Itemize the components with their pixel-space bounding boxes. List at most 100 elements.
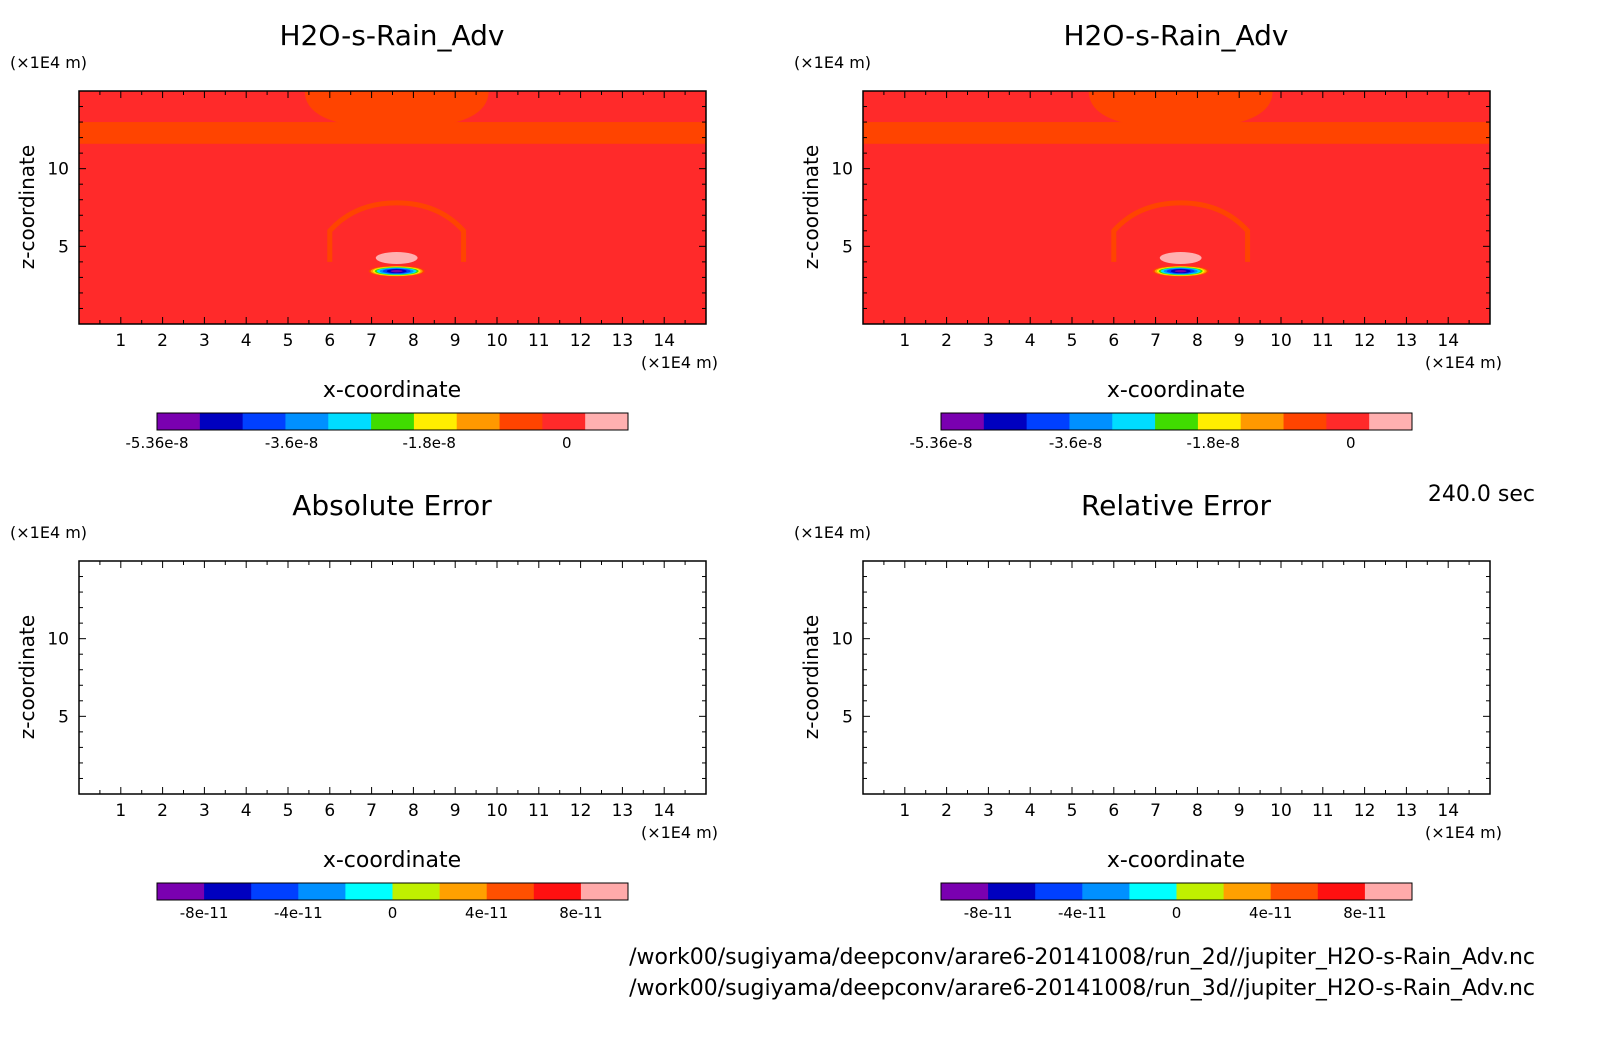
- colorbar-swatch: [1369, 413, 1413, 430]
- x-unit-label: (×1E4 m): [1425, 823, 1502, 842]
- chart-title: H2O-s-Rain_Adv: [1063, 19, 1288, 52]
- x-tick-label: 1: [115, 331, 126, 351]
- x-tick-label: 5: [1067, 331, 1078, 351]
- x-tick-label: 3: [199, 331, 210, 351]
- x-tick-label: 2: [157, 331, 168, 351]
- y-tick-label: 10: [831, 630, 853, 650]
- colorbar-tick-label: -3.6e-8: [1049, 434, 1102, 452]
- x-tick-label: 12: [1354, 801, 1376, 821]
- y-tick-label: 5: [842, 707, 853, 727]
- colorbar-frame: [940, 412, 1413, 431]
- x-axis-label: x-coordinate: [323, 378, 461, 403]
- x-tick-label: 10: [1270, 801, 1292, 821]
- x-axis-label: x-coordinate: [1107, 378, 1245, 403]
- colorbar-swatch: [1155, 413, 1199, 430]
- x-tick-label: 14: [1437, 331, 1459, 351]
- colorbar-tick-label: 4e-11: [465, 904, 508, 922]
- x-tick-label: 8: [408, 801, 419, 821]
- colorbar-swatch: [1270, 883, 1319, 900]
- colorbar-swatch: [542, 413, 586, 430]
- colorbar-swatch: [1283, 413, 1327, 430]
- plot-frame: [78, 560, 707, 795]
- x-tick-label: 8: [1192, 331, 1203, 351]
- y-unit-label: (×1E4 m): [10, 53, 87, 72]
- colorbar-swatch: [580, 883, 629, 900]
- colorbar-swatch: [1223, 883, 1272, 900]
- colorbar-swatch: [988, 883, 1036, 900]
- x-tick-label: 2: [941, 801, 952, 821]
- x-tick-label: 3: [983, 801, 994, 821]
- x-tick-label: 11: [1312, 801, 1334, 821]
- colorbar-swatch: [1317, 883, 1366, 900]
- x-tick-label: 5: [1067, 801, 1078, 821]
- x-unit-label: (×1E4 m): [1425, 353, 1502, 372]
- x-tick-label: 1: [899, 331, 910, 351]
- field-core-level-9: [390, 269, 403, 273]
- colorbar-swatch: [285, 413, 329, 430]
- x-tick-label: 4: [1025, 331, 1036, 351]
- x-tick-label: 10: [1270, 331, 1292, 351]
- y-unit-label: (×1E4 m): [794, 523, 871, 542]
- y-axis-label: z-coordinate: [799, 615, 823, 739]
- field-band: [79, 122, 706, 144]
- x-unit-label: (×1E4 m): [641, 823, 718, 842]
- colorbar-swatch: [533, 883, 582, 900]
- field-dome: [1088, 91, 1273, 129]
- x-tick-label: 4: [241, 331, 252, 351]
- x-tick-label: 10: [486, 801, 508, 821]
- x-tick-label: 6: [324, 331, 335, 351]
- colorbar-swatch: [345, 883, 393, 900]
- field-core-level-9: [1174, 269, 1187, 273]
- x-tick-label: 13: [612, 801, 634, 821]
- colorbar-swatch: [413, 413, 458, 430]
- colorbar-frame: [156, 412, 629, 431]
- colorbar-tick-label: -1.8e-8: [1186, 434, 1239, 452]
- colorbar-swatch: [251, 883, 299, 900]
- colorbar-tick-label: 8e-11: [559, 904, 602, 922]
- colorbar-swatch: [1026, 413, 1070, 430]
- colorbar-swatch: [585, 413, 629, 430]
- time-label: 240.0 sec: [1427, 482, 1535, 507]
- chart-panel-4: Relative Error(×1E4 m)1 2 3 4 5 6 7 8 9 10 11 12 13 1…: [794, 489, 1502, 922]
- x-tick-label: 14: [653, 801, 675, 821]
- colorbar-swatch: [1326, 413, 1370, 430]
- chart-title: Relative Error: [1081, 489, 1272, 522]
- x-tick-label: 13: [612, 331, 634, 351]
- colorbar-swatch: [439, 883, 488, 900]
- colorbar-swatch: [486, 883, 535, 900]
- x-tick-label: 7: [1150, 331, 1161, 351]
- x-tick-label: 3: [983, 331, 994, 351]
- x-tick-label: 5: [283, 801, 294, 821]
- x-tick-label: 8: [1192, 801, 1203, 821]
- x-tick-label: 9: [450, 801, 461, 821]
- colorbar-tick-label: 0: [1346, 434, 1356, 452]
- colorbar-swatch: [199, 413, 244, 430]
- y-axis-label: z-coordinate: [15, 615, 39, 739]
- x-tick-label: 12: [1354, 331, 1376, 351]
- colorbar-swatch: [328, 413, 372, 430]
- x-tick-label: 5: [283, 331, 294, 351]
- x-tick-label: 12: [570, 801, 592, 821]
- colorbar-tick-label: 4e-11: [1249, 904, 1292, 922]
- colorbar-tick-label: -1.8e-8: [402, 434, 455, 452]
- file-path-2d: /work00/sugiyama/deepconv/arare6-2014100…: [629, 945, 1535, 970]
- file-path-3d: /work00/sugiyama/deepconv/arare6-2014100…: [629, 976, 1535, 1001]
- x-tick-label: 6: [1108, 331, 1119, 351]
- x-tick-label: 9: [1234, 331, 1245, 351]
- y-axis-label: z-coordinate: [799, 145, 823, 269]
- x-tick-label: 8: [408, 331, 419, 351]
- field-band: [863, 122, 1490, 144]
- colorbar-tick-label: -8e-11: [964, 904, 1013, 922]
- chart-panel-3: Absolute Error(×1E4 m)1 2 3 4 5 6 7 8 9 10 11 12 13 1…: [10, 489, 718, 922]
- x-tick-label: 1: [899, 801, 910, 821]
- x-tick-label: 9: [1234, 801, 1245, 821]
- x-tick-label: 9: [450, 331, 461, 351]
- x-tick-label: 7: [366, 801, 377, 821]
- x-axis-label: x-coordinate: [323, 848, 461, 873]
- y-tick-label: 5: [58, 237, 69, 257]
- chart-title: H2O-s-Rain_Adv: [279, 19, 504, 52]
- field-ring: [1111, 200, 1251, 262]
- colorbar-tick-label: -8e-11: [180, 904, 229, 922]
- x-unit-label: (×1E4 m): [641, 353, 718, 372]
- colorbar-swatch: [157, 883, 205, 900]
